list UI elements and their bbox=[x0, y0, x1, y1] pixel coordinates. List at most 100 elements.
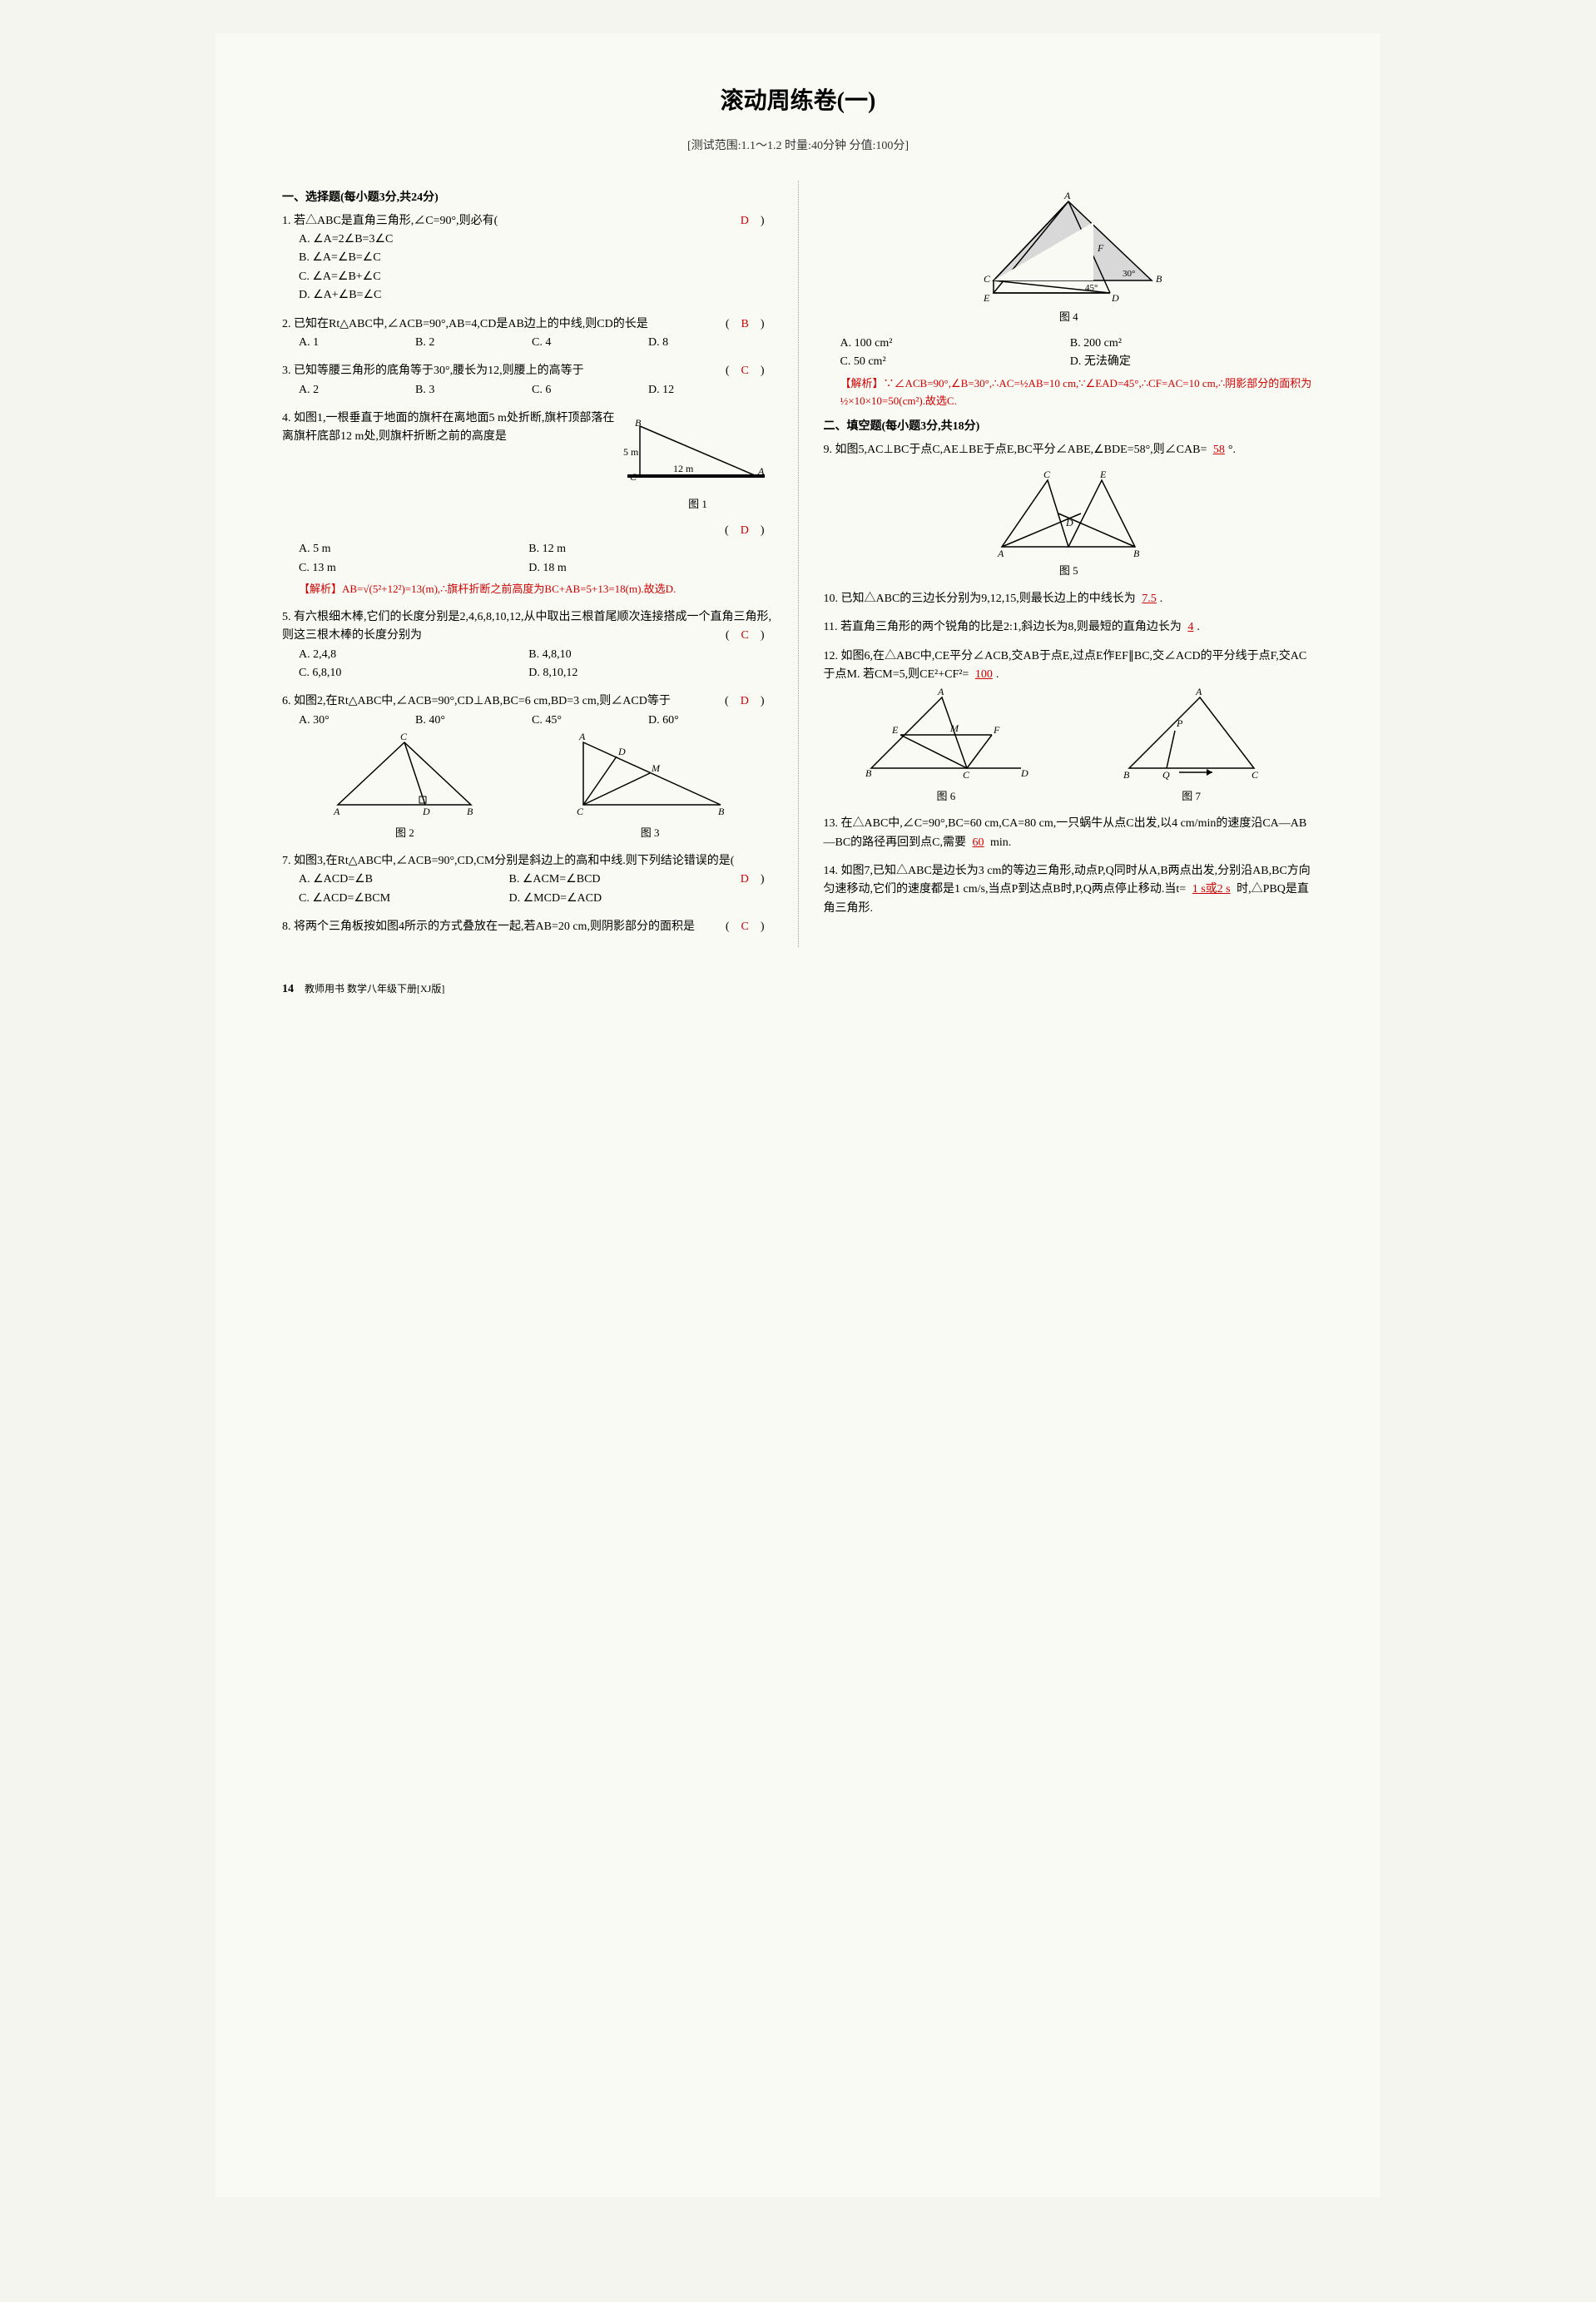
svg-text:E: E bbox=[1099, 469, 1107, 480]
q8-options: A. 100 cm² B. 200 cm² C. 50 cm² D. 无法确定 bbox=[840, 335, 1315, 372]
q3-opt-b: B. 3 bbox=[415, 381, 515, 399]
q5-opt-d: D. 8,10,12 bbox=[528, 664, 741, 682]
q7-answer: D ) bbox=[729, 871, 765, 889]
question-10: 10. 已知△ABC的三边长分别为9,12,15,则最长边上的中线长为 7.5. bbox=[824, 590, 1315, 608]
figure-7-triangle: A B C P Q bbox=[1117, 685, 1266, 785]
q13-unit: min. bbox=[990, 836, 1011, 849]
q8-answer: ( C ) bbox=[726, 918, 765, 936]
page-footer: 14 教师用书 数学八年级下册[XJ版] bbox=[282, 980, 1314, 999]
svg-text:B: B bbox=[635, 418, 642, 429]
q4-opt-d: D. 18 m bbox=[528, 559, 741, 578]
figure-2-triangle: A D B C bbox=[330, 730, 479, 821]
svg-text:A: A bbox=[333, 806, 340, 817]
q1-opt-d: D. ∠A+∠B=∠C bbox=[299, 286, 756, 305]
svg-text:E: E bbox=[983, 292, 990, 304]
q2-opt-a: A. 1 bbox=[299, 334, 399, 352]
q3-options: A. 2 B. 3 C. 6 D. 12 bbox=[299, 381, 773, 399]
q6-options: A. 30° B. 40° C. 45° D. 60° bbox=[299, 712, 773, 730]
q6-opt-c: C. 45° bbox=[532, 712, 632, 730]
svg-text:B: B bbox=[865, 767, 872, 779]
q12-text: 12. 如图6,在△ABC中,CE平分∠ACB,交AB于点E,过点E作EF∥BC… bbox=[824, 650, 1307, 681]
content-columns: 一、选择题(每小题3分,共24分) 1. 若△ABC是直角三角形,∠C=90°,… bbox=[282, 181, 1314, 946]
section-2-title: 二、填空题(每小题3分,共18分) bbox=[824, 418, 1315, 436]
q4-options: A. 5 m B. 12 m C. 13 m D. 18 m bbox=[299, 540, 773, 578]
figure-5-diagram: A B C E D bbox=[985, 468, 1152, 559]
q5-opt-b: B. 4,8,10 bbox=[528, 646, 741, 664]
svg-text:5 m: 5 m bbox=[623, 446, 639, 458]
page-subtitle: [测试范围:1.1～1.2 时量:40分钟 分值:100分] bbox=[282, 137, 1314, 156]
q2-text: 2. 已知在Rt△ABC中,∠ACB=90°,AB=4,CD是AB边上的中线,则… bbox=[282, 318, 648, 330]
q1-opt-a: A. ∠A=2∠B=3∠C bbox=[299, 231, 756, 249]
left-column: 一、选择题(每小题3分,共24分) 1. 若△ABC是直角三角形,∠C=90°,… bbox=[282, 181, 773, 946]
figure-6-triangle: A B C D E M F bbox=[859, 685, 1033, 785]
q2-opt-d: D. 8 bbox=[648, 334, 748, 352]
column-divider bbox=[798, 181, 799, 946]
svg-text:C: C bbox=[1252, 769, 1259, 781]
page-title: 滚动周练卷(一) bbox=[282, 83, 1314, 121]
q5-opt-a: A. 2,4,8 bbox=[299, 646, 512, 664]
question-8-start: 8. 将两个三角板按如图4所示的方式叠放在一起,若AB=20 cm,则阴影部分的… bbox=[282, 918, 773, 936]
q10-unit: . bbox=[1160, 593, 1163, 605]
svg-text:A: A bbox=[937, 686, 944, 697]
q9-answer: 58 bbox=[1210, 444, 1228, 456]
svg-text:12 m: 12 m bbox=[673, 463, 694, 474]
question-11: 11. 若直角三角形的两个锐角的比是2:1,斜边长为8,则最短的直角边长为 4. bbox=[824, 618, 1315, 637]
svg-text:C: C bbox=[984, 273, 991, 285]
svg-text:30°: 30° bbox=[1123, 269, 1135, 279]
svg-text:A: A bbox=[997, 548, 1004, 559]
q12-unit: . bbox=[996, 668, 999, 681]
question-1: 1. 若△ABC是直角三角形,∠C=90°,则必有( D ) A. ∠A=2∠B… bbox=[282, 212, 773, 305]
q9-text: 9. 如图5,AC⊥BC于点C,AE⊥BE于点E,BC平分∠ABE,∠BDE=5… bbox=[824, 444, 1207, 456]
q7-text: 7. 如图3,在Rt△ABC中,∠ACB=90°,CD,CM分别是斜边上的高和中… bbox=[282, 855, 734, 867]
svg-text:A: A bbox=[757, 465, 765, 477]
question-2: 2. 已知在Rt△ABC中,∠ACB=90°,AB=4,CD是AB边上的中线,则… bbox=[282, 315, 773, 353]
q6-opt-d: D. 60° bbox=[648, 712, 748, 730]
svg-text:D: D bbox=[422, 806, 430, 817]
svg-text:D: D bbox=[1020, 767, 1028, 779]
question-7: 7. 如图3,在Rt△ABC中,∠ACB=90°,CD,CM分别是斜边上的高和中… bbox=[282, 852, 773, 908]
question-13: 13. 在△ABC中,∠C=90°,BC=60 cm,CA=80 cm,一只蜗牛… bbox=[824, 815, 1315, 852]
svg-text:D: D bbox=[1111, 292, 1119, 304]
svg-text:P: P bbox=[1176, 717, 1183, 729]
q4-opt-b: B. 12 m bbox=[528, 540, 741, 558]
q1-answer: D ) bbox=[729, 212, 765, 231]
q4-answer: ( D ) bbox=[725, 522, 764, 540]
svg-text:E: E bbox=[891, 724, 899, 736]
q3-opt-c: C. 6 bbox=[532, 381, 632, 399]
svg-text:45°: 45° bbox=[1085, 283, 1098, 293]
q2-options: A. 1 B. 2 C. 4 D. 8 bbox=[299, 334, 773, 352]
fig5-label: 图 5 bbox=[824, 563, 1315, 580]
fig1-label: 图 1 bbox=[623, 496, 773, 513]
q4-text: 4. 如图1,一根垂直于地面的旗杆在离地面5 m处折断,旗杆顶部落在离旗杆底部1… bbox=[282, 412, 614, 443]
q1-opt-b: B. ∠A=∠B=∠C bbox=[299, 249, 756, 267]
figure-4-triangles: A B C D E F 30° 45° bbox=[960, 189, 1177, 305]
question-14: 14. 如图7,已知△ABC是边长为3 cm的等边三角形,动点P,Q同时从A,B… bbox=[824, 862, 1315, 918]
q8-opt-c: C. 50 cm² bbox=[840, 353, 1053, 371]
svg-text:A: A bbox=[578, 731, 586, 742]
figures-2-3: A D B C 图 2 A D bbox=[282, 730, 773, 842]
figure-4: A B C D E F 30° 45° 图 4 bbox=[824, 189, 1315, 326]
question-12: 12. 如图6,在△ABC中,CE平分∠ACB,交AB于点E,过点E作EF∥BC… bbox=[824, 647, 1315, 806]
q3-opt-d: D. 12 bbox=[648, 381, 748, 399]
question-9: 9. 如图5,AC⊥BC于点C,AE⊥BE于点E,BC平分∠ABE,∠BDE=5… bbox=[824, 441, 1315, 580]
figure-1: 5 m 12 m C A B 图 1 bbox=[623, 418, 773, 513]
q7-opt-d: D. ∠MCD=∠ACD bbox=[509, 890, 703, 908]
q7-opt-c: C. ∠ACD=∠BCM bbox=[299, 890, 493, 908]
figure-3-triangle: A D M C B bbox=[567, 730, 733, 821]
q5-opt-c: C. 6,8,10 bbox=[299, 664, 512, 682]
q10-text: 10. 已知△ABC的三边长分别为9,12,15,则最长边上的中线长为 bbox=[824, 593, 1136, 605]
svg-text:C: C bbox=[1043, 469, 1051, 480]
q4-opt-c: C. 13 m bbox=[299, 559, 512, 578]
q2-answer: ( B ) bbox=[726, 315, 765, 334]
q6-answer: ( D ) bbox=[725, 692, 764, 711]
question-5: 5. 有六根细木棒,它们的长度分别是2,4,6,8,10,12,从中取出三根首尾… bbox=[282, 608, 773, 683]
q11-unit: . bbox=[1197, 621, 1200, 633]
fig6-label: 图 6 bbox=[824, 788, 1069, 806]
svg-text:B: B bbox=[1133, 548, 1140, 559]
q9-unit: °. bbox=[1228, 444, 1236, 456]
svg-text:C: C bbox=[577, 806, 584, 817]
q13-answer: 60 bbox=[969, 836, 988, 849]
q7-opt-b: B. ∠ACM=∠BCD bbox=[509, 871, 703, 889]
question-4: 4. 如图1,一根垂直于地面的旗杆在离地面5 m处折断,旗杆顶部落在离旗杆底部1… bbox=[282, 409, 773, 598]
svg-text:B: B bbox=[1123, 769, 1130, 781]
